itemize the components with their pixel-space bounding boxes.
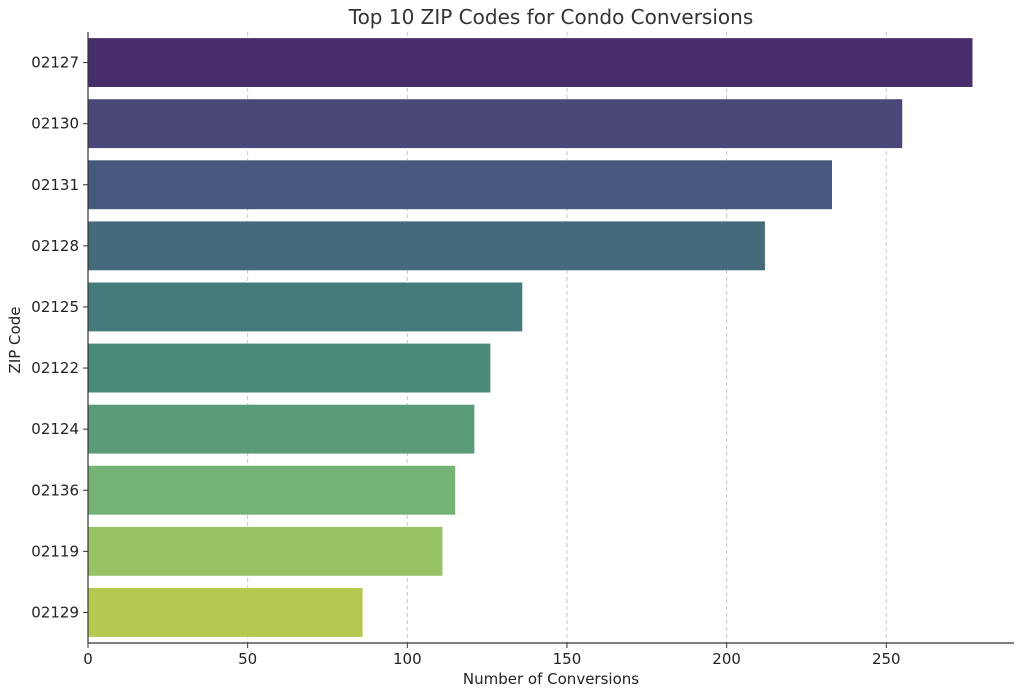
bar-02119 (88, 526, 443, 576)
bars (88, 38, 973, 637)
bar-02136 (88, 465, 456, 515)
x-tick-label: 200 (712, 650, 741, 668)
chart-title: Top 10 ZIP Codes for Condo Conversions (348, 5, 753, 29)
y-axis-label: ZIP Code (6, 307, 24, 374)
x-tick-label: 250 (872, 650, 901, 668)
bar-02125 (88, 282, 523, 332)
x-tick-label: 150 (553, 650, 582, 668)
bar-02129 (88, 588, 363, 637)
y-tick-label: 02131 (31, 176, 79, 194)
x-axis-label: Number of Conversions (463, 670, 639, 688)
y-tick-label: 02136 (31, 481, 79, 499)
y-tick-label: 02125 (31, 298, 79, 316)
x-axis-ticks: 0 50 100 150 200 250 (83, 643, 901, 668)
x-tick-label: 100 (393, 650, 422, 668)
bar-02128 (88, 221, 765, 271)
y-tick-label: 02119 (31, 542, 79, 560)
x-tick-label: 0 (83, 650, 93, 668)
bar-02131 (88, 160, 832, 210)
y-tick-label: 02127 (31, 54, 79, 72)
bar-02127 (88, 38, 973, 87)
y-tick-label: 02130 (31, 115, 79, 133)
bar-02124 (88, 404, 475, 454)
bar-02130 (88, 99, 903, 149)
y-tick-label: 02128 (31, 237, 79, 255)
y-tick-label: 02122 (31, 359, 79, 377)
y-tick-label: 02124 (31, 420, 79, 438)
x-tick-label: 50 (238, 650, 257, 668)
y-axis-ticks: 02127 02130 02131 02128 02125 02122 02124 02136… (31, 54, 88, 621)
y-tick-label: 02129 (31, 603, 79, 621)
bar-02122 (88, 343, 491, 393)
